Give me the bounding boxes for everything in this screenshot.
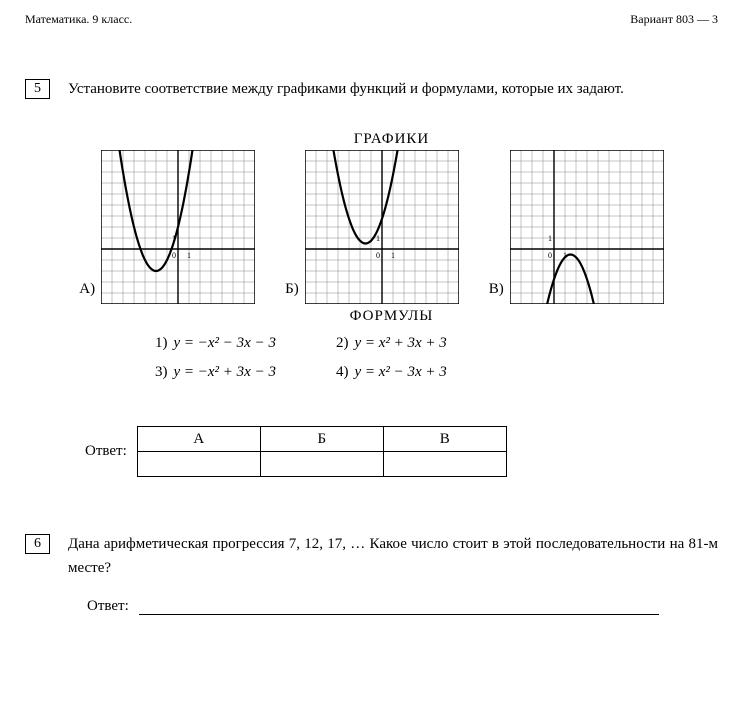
graph-A: А) 011 (79, 150, 255, 304)
svg-text:1: 1 (376, 234, 380, 243)
answer-6-line[interactable] (139, 614, 659, 615)
answer-cell-A[interactable] (137, 452, 260, 477)
svg-text:1: 1 (548, 234, 552, 243)
formula-2: 2)y = x² + 3x + 3 (336, 329, 447, 358)
graph-B-svg: 0 1 1 (305, 150, 459, 304)
answer-col-A: А (137, 427, 260, 452)
formulas-block: 1)y = −x² − 3x − 3 2)y = x² + 3x + 3 3)y… (155, 329, 718, 386)
svg-text:0: 0 (548, 251, 552, 260)
answer-cell-B[interactable] (260, 452, 383, 477)
answer-col-V: В (383, 427, 506, 452)
answer-6-label: Ответ: (87, 598, 129, 614)
graph-B-label: Б) (285, 281, 299, 304)
graphs-row: А) 0 1 1 Б) 0 1 1 В) 0 1 1 (25, 150, 718, 304)
svg-text:1: 1 (391, 251, 395, 260)
question-6-text: Дана арифметическая прогрессия 7, 12, 17… (68, 532, 718, 580)
svg-text:1: 1 (187, 251, 191, 260)
header-left: Математика. 9 класс. (25, 12, 132, 27)
formula-4: 4)y = x² − 3x + 3 (336, 358, 447, 387)
graphs-title: ГРАФИКИ (65, 131, 718, 148)
question-6: 6 Дана арифметическая прогрессия 7, 12, … (25, 532, 718, 580)
svg-text:0: 0 (172, 251, 176, 260)
question-number-6: 6 (25, 534, 50, 554)
answer-5-block: Ответ: А Б В (85, 426, 718, 477)
answer-6-block: Ответ: (87, 598, 718, 615)
page-header: Математика. 9 класс. Вариант 803 — 3 (25, 12, 718, 27)
graph-V: В) 011 (489, 150, 664, 304)
answer-5-label: Ответ: (85, 443, 127, 460)
graph-A-svg: 011 (101, 150, 255, 304)
answer-cell-V[interactable] (383, 452, 506, 477)
header-right: Вариант 803 — 3 (630, 12, 718, 27)
question-5-text: Установите соответствие между графиками … (68, 77, 718, 101)
answer-5-table: А Б В (137, 426, 507, 477)
graph-V-label: В) (489, 281, 504, 304)
graph-A-label: А) (79, 281, 95, 304)
graph-V-svg: 011 (510, 150, 664, 304)
formula-3: 3)y = −x² + 3x − 3 (155, 358, 276, 387)
svg-text:0: 0 (376, 251, 380, 260)
question-number-5: 5 (25, 79, 50, 99)
formulas-title: ФОРМУЛЫ (65, 308, 718, 325)
answer-col-B: Б (260, 427, 383, 452)
question-5: 5 Установите соответствие между графикам… (25, 77, 718, 101)
formula-1: 1)y = −x² − 3x − 3 (155, 329, 276, 358)
graph-B: Б) 0 1 1 (285, 150, 459, 304)
